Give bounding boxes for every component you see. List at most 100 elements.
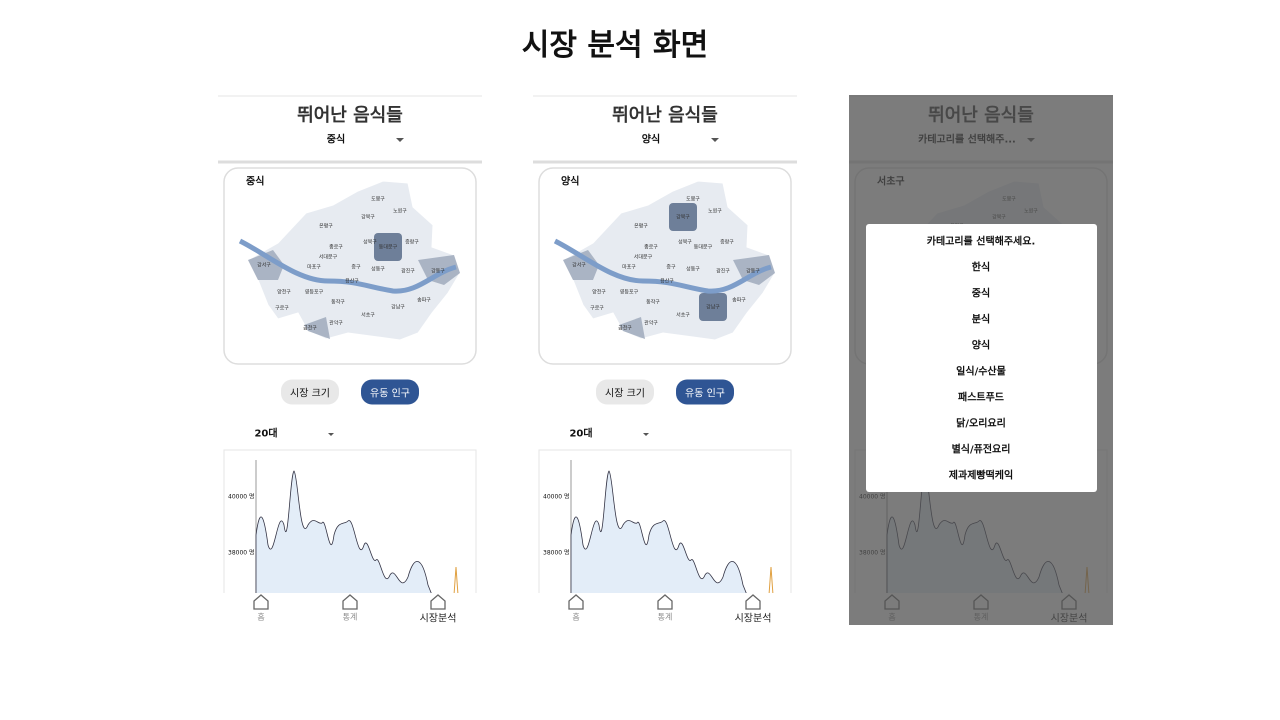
chart-line-orange	[768, 566, 774, 596]
age-arrow	[328, 433, 334, 436]
district-label: 동작구	[331, 299, 345, 306]
district-label: 동대문구	[693, 244, 713, 251]
district-label: 송파구	[417, 297, 431, 304]
map-title: 중식	[246, 176, 265, 188]
district-label: 성동구	[371, 266, 385, 273]
nav-label[interactable]: 통계	[342, 612, 358, 622]
district-label: 동작구	[646, 299, 660, 306]
y-tick-label: 38000 명	[543, 549, 570, 557]
modal-option[interactable]: 별식/퓨전요리	[951, 444, 1011, 456]
map-highlight	[374, 233, 402, 261]
chart-area	[255, 470, 433, 596]
chart-line-orange	[453, 566, 459, 596]
modal-option[interactable]: 한식	[971, 262, 991, 274]
district-label: 영등포구	[304, 289, 324, 296]
age-dropdown[interactable]: 20대	[569, 428, 593, 440]
district-label: 강북구	[676, 214, 690, 221]
district-label: 금천구	[303, 325, 317, 332]
district-label: 구로구	[275, 305, 289, 312]
district-label: 성북구	[363, 239, 377, 246]
modal-option[interactable]: 제과제빵떡케익	[948, 470, 1014, 482]
modal-option[interactable]: 양식	[971, 340, 991, 352]
district-label: 중랑구	[405, 239, 419, 246]
dropdown-arrow	[396, 138, 404, 142]
district-label: 서대문구	[633, 254, 653, 261]
district-label: 서초구	[361, 312, 375, 319]
district-label: 강동구	[746, 268, 760, 275]
district-label: 양천구	[592, 289, 606, 296]
district-label: 관악구	[644, 320, 658, 327]
map-region	[619, 317, 645, 339]
modal-option[interactable]: 분식	[971, 314, 991, 326]
district-label: 종로구	[329, 244, 343, 251]
han-river	[238, 238, 457, 294]
nav-label[interactable]: 시장분석	[419, 613, 457, 625]
nav-icon	[568, 594, 584, 610]
seoul-map	[247, 180, 461, 341]
district-label: 중구	[351, 264, 361, 271]
district-label: 동대문구	[378, 244, 398, 251]
district-label: 금천구	[618, 325, 632, 332]
district-label: 강북구	[361, 214, 375, 221]
y-tick-label: 38000 명	[228, 549, 255, 557]
phone-screen: 뛰어난 음식들 중식 중식 도봉구 노원구 강북구 은평구 성북구 종로구 동대문구 중랑구 서대문구…	[218, 95, 482, 625]
district-label: 성동구	[686, 266, 700, 273]
category-dropdown[interactable]: 중식	[326, 134, 346, 146]
chart-area	[570, 470, 748, 596]
map-region	[563, 250, 599, 280]
phone-screen: 뛰어난 음식들 양식 양식 도봉구 노원구 강북구 은평구 성북구 종로구 동대문구 중랑구 서대문구…	[533, 95, 797, 625]
dropdown-arrow	[711, 138, 719, 142]
nav-label[interactable]: 시장분석	[734, 613, 772, 625]
y-tick-label: 40000 명	[543, 493, 570, 501]
district-label: 용산구	[345, 278, 359, 285]
district-label: 마포구	[307, 264, 321, 271]
toggle-button[interactable]: 시장 크기	[596, 379, 654, 405]
district-label: 광진구	[401, 268, 415, 275]
modal-title: 카테고리를 선택해주세요.	[926, 236, 1036, 248]
nav-label[interactable]: 홈	[572, 612, 580, 622]
district-label: 강동구	[431, 268, 445, 275]
han-river	[553, 238, 772, 294]
district-label: 서대문구	[318, 254, 338, 261]
modal-option[interactable]: 일식/수산물	[956, 366, 1006, 378]
slide-title: 시장 분석 화면	[521, 28, 709, 63]
district-label: 도봉구	[371, 196, 385, 203]
modal-option[interactable]: 패스트푸드	[958, 392, 1004, 404]
district-label: 송파구	[732, 297, 746, 304]
age-dropdown[interactable]: 20대	[254, 428, 278, 440]
map-title: 양식	[561, 176, 580, 188]
modal-option[interactable]: 닭/오리요리	[956, 418, 1006, 430]
toggle-button[interactable]: 유동 인구	[676, 379, 734, 405]
nav-icon	[430, 594, 446, 610]
district-label: 종로구	[644, 244, 658, 251]
screen-graphics	[533, 95, 797, 625]
map-highlight	[669, 203, 697, 231]
age-arrow	[643, 433, 649, 436]
nav-label[interactable]: 홈	[257, 612, 265, 622]
map-region	[248, 250, 284, 280]
y-tick-label: 40000 명	[228, 493, 255, 501]
toggle-button[interactable]: 유동 인구	[361, 379, 419, 405]
category-dropdown[interactable]: 양식	[641, 134, 661, 146]
nav-label[interactable]: 통계	[657, 612, 673, 622]
toggle-button[interactable]: 시장 크기	[281, 379, 339, 405]
nav-icon	[657, 594, 673, 610]
district-label: 은평구	[319, 223, 333, 230]
district-label: 도봉구	[686, 196, 700, 203]
nav-icon	[745, 594, 761, 610]
district-label: 서초구	[676, 312, 690, 319]
district-label: 구로구	[590, 305, 604, 312]
district-label: 강남구	[706, 304, 720, 311]
district-label: 성북구	[678, 239, 692, 246]
district-label: 마포구	[622, 264, 636, 271]
modal-option[interactable]: 중식	[971, 288, 991, 300]
screen-header: 뛰어난 음식들	[612, 105, 718, 126]
map-highlight	[699, 293, 727, 321]
district-label: 영등포구	[619, 289, 639, 296]
district-label: 강서구	[257, 262, 271, 269]
district-label: 강남구	[391, 304, 405, 311]
district-label: 강서구	[572, 262, 586, 269]
map-region	[304, 317, 330, 339]
